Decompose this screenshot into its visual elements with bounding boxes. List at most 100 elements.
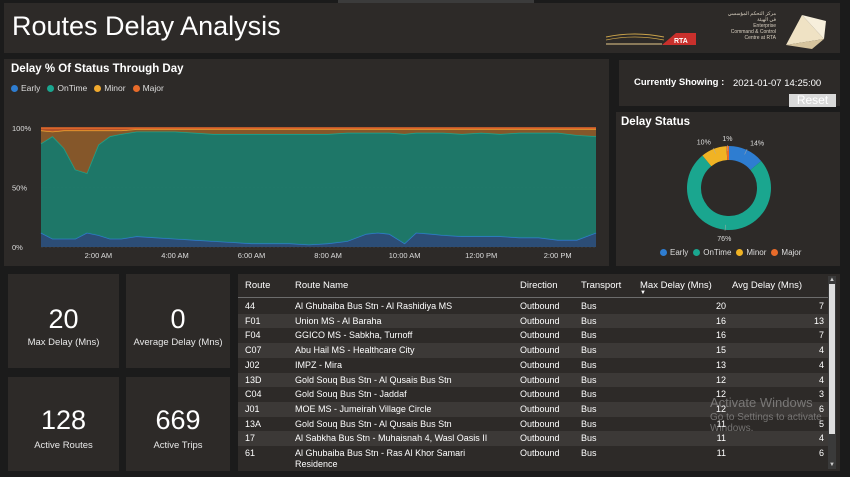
- ecc-logo-text: مركز التحكم المؤسسي في الهيئة Enterprise…: [710, 11, 776, 51]
- table-row[interactable]: 44 Al Ghubaiba Bus Stn - Al Rashidiya MS…: [238, 299, 828, 314]
- cell-route-name: IMPZ - Mira: [295, 359, 342, 370]
- table-row[interactable]: C07 Abu Hail MS - Healthcare City Outbou…: [238, 343, 828, 358]
- ecc-line: Centre at RTA: [744, 35, 777, 41]
- cell-transport: Bus: [581, 374, 597, 385]
- x-tick-label: 2:00 PM: [544, 251, 572, 260]
- cell-route: J01: [245, 403, 260, 414]
- table-scrollbar[interactable]: ▲ ▼: [828, 276, 836, 469]
- area-minor[interactable]: [41, 129, 596, 174]
- column-header-route-name[interactable]: Route Name: [295, 280, 349, 291]
- cell-avg-delay: 4: [818, 345, 824, 356]
- cell-transport: Bus: [581, 315, 597, 326]
- donut-slice-early[interactable]: [728, 146, 762, 171]
- column-header-max-delay[interactable]: Max Delay (Mns): [640, 280, 712, 291]
- cell-transport: Bus: [581, 448, 597, 458]
- table-row[interactable]: 61 Al Ghubaiba Bus Stn - Ras Al Khor Sam…: [238, 446, 828, 470]
- kpi-label: Max Delay (Mns): [27, 337, 100, 348]
- cell-route-name: Gold Souq Bus Stn - Jaddaf: [295, 389, 407, 400]
- cell-direction: Outbound: [520, 301, 560, 311]
- x-tick-label: 12:00 PM: [465, 251, 497, 260]
- column-header-route[interactable]: Route: [245, 280, 271, 291]
- table-row[interactable]: F04 GGICO MS - Sabkha, Turnoff Outbound …: [238, 328, 828, 343]
- legend-label: Major: [781, 248, 802, 257]
- donut-legend-minor[interactable]: Minor: [736, 248, 766, 257]
- cell-max-delay: 11: [716, 433, 726, 444]
- kpi-value: 0: [170, 304, 186, 334]
- legend-item-minor[interactable]: Minor: [94, 83, 126, 93]
- x-tick-label: 2:00 AM: [85, 251, 113, 260]
- cell-avg-delay: 4: [818, 433, 824, 444]
- cell-direction: Outbound: [520, 315, 560, 326]
- cell-route: F01: [245, 315, 261, 326]
- donut-slice-ontime[interactable]: [687, 155, 771, 230]
- y-tick-label: 0%: [12, 243, 23, 252]
- cell-route: C04: [245, 389, 262, 400]
- cell-max-delay: 12: [715, 389, 726, 400]
- donut-leader-line: [724, 224, 726, 231]
- column-header-direction[interactable]: Direction: [520, 280, 558, 291]
- kpi-value: 20: [48, 304, 79, 334]
- cell-avg-delay: 4: [818, 374, 824, 385]
- delay-status-chart-panel: Delay % Of Status Through Day Early OnTi…: [4, 59, 609, 266]
- cell-direction: Outbound: [520, 345, 560, 356]
- legend-label: OnTime: [703, 248, 732, 257]
- cell-route: 17: [245, 433, 256, 444]
- cell-max-delay: 12: [715, 403, 726, 414]
- legend-label: Minor: [746, 248, 767, 257]
- donut-legend-major[interactable]: Major: [771, 248, 801, 257]
- donut-legend-early[interactable]: Early: [660, 248, 688, 257]
- table-row[interactable]: J01 MOE MS - Jumeirah Village Circle Out…: [238, 401, 828, 417]
- delay-status-donut[interactable]: 14% 76% 10% 1%: [616, 112, 840, 266]
- cell-route-name: Abu Hail MS - Healthcare City: [295, 345, 415, 356]
- area-ontime[interactable]: [41, 131, 596, 245]
- cell-route: 13A: [245, 418, 262, 429]
- sort-descending-icon[interactable]: ▼: [640, 290, 646, 296]
- table-row[interactable]: J02 IMPZ - Mira Outbound Bus 13 4: [238, 358, 828, 373]
- top-strip: [338, 0, 534, 3]
- cell-direction: Outbound: [520, 330, 560, 341]
- table-row[interactable]: C04 Gold Souq Bus Stn - Jaddaf Outbound …: [238, 387, 828, 402]
- cell-route-name: Al Ghubaiba Bus Stn - Al Rashidiya MS: [295, 301, 453, 311]
- stacked-area-chart[interactable]: 0% 50% 100% 2:00 AM 4:00 AM 6:00 AM 8:00 AM 10:…: [4, 59, 609, 266]
- cell-direction: Outbound: [520, 433, 560, 444]
- x-tick-label: 6:00 AM: [238, 251, 266, 260]
- scroll-down-icon[interactable]: ▼: [829, 462, 835, 468]
- donut-title: Delay Status: [621, 116, 691, 128]
- kpi-value: 128: [40, 405, 87, 435]
- legend-label: Minor: [104, 83, 126, 93]
- legend-item-major[interactable]: Major: [132, 83, 164, 93]
- table-row[interactable]: 13D Gold Souq Bus Stn - Al Qusais Bus St…: [238, 372, 828, 388]
- column-header-transport[interactable]: Transport: [581, 280, 622, 291]
- donut-legend: Early OnTime Minor Major: [660, 248, 801, 257]
- column-header-avg-delay[interactable]: Avg Delay (Mns): [732, 280, 803, 291]
- cell-max-delay: 12: [715, 374, 726, 385]
- cell-route-name: Al Ghubaiba Bus Stn - Ras Al Khor Samari: [295, 448, 466, 458]
- legend-label: Early: [670, 248, 689, 257]
- page-title: Routes Delay Analysis: [12, 11, 281, 41]
- scrollbar-thumb[interactable]: [829, 284, 835, 434]
- table-row[interactable]: 17 Al Sabkha Bus Stn - Muhaisnah 4, Wasl…: [238, 431, 828, 446]
- kpi-value: 669: [155, 405, 201, 435]
- area-major[interactable]: [41, 128, 596, 132]
- reset-button[interactable]: Reset: [789, 94, 836, 107]
- table-row[interactable]: F01 Union MS - Al Baraha Outbound Bus 16…: [238, 313, 828, 329]
- cell-route-name: Gold Souq Bus Stn - Al Qusais Bus Stn: [295, 374, 452, 385]
- cell-route: J02: [245, 359, 260, 370]
- x-tick-label: 4:00 AM: [161, 251, 189, 260]
- legend-item-ontime[interactable]: OnTime: [47, 83, 87, 93]
- cell-transport: Bus: [581, 389, 597, 400]
- cell-transport: Bus: [581, 301, 597, 311]
- legend-item-early[interactable]: Early: [11, 83, 40, 93]
- cell-direction: Outbound: [520, 403, 560, 414]
- y-tick-label: 50%: [12, 184, 27, 193]
- legend-dot-icon: [771, 249, 779, 256]
- scroll-up-icon[interactable]: ▲: [829, 277, 835, 283]
- legend-dot-icon: [132, 84, 140, 92]
- legend-dot-icon: [693, 249, 701, 256]
- donut-slice-minor[interactable]: [702, 146, 728, 167]
- table-row[interactable]: 13A Gold Souq Bus Stn - Al Qusais Bus St…: [238, 417, 828, 432]
- cell-route: 61: [245, 448, 256, 458]
- ecc-line: في الهيئة: [757, 17, 776, 23]
- donut-legend-ontime[interactable]: OnTime: [693, 248, 731, 257]
- cell-route-name: Gold Souq Bus Stn - Al Qusais Bus Stn: [295, 418, 452, 429]
